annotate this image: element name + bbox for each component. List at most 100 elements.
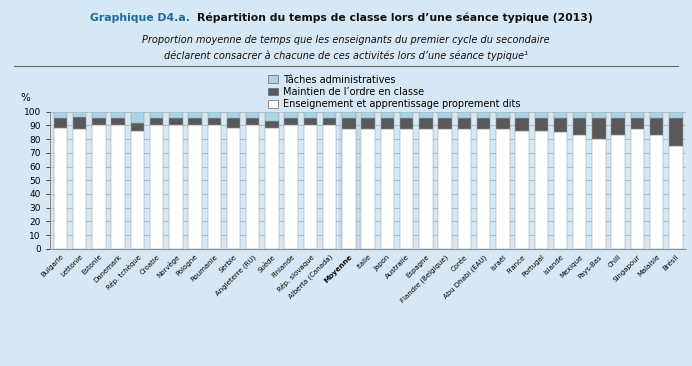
Text: Graphique D4.a.: Graphique D4.a.	[90, 13, 190, 23]
Bar	[534, 119, 548, 131]
Bar	[111, 112, 125, 119]
Bar	[169, 125, 183, 249]
Bar	[361, 130, 375, 249]
Bar	[650, 112, 664, 119]
Text: Répartition du temps de classe lors d’une séance typique (2013): Répartition du temps de classe lors d’un…	[197, 13, 593, 23]
Bar	[457, 119, 471, 130]
Bar	[573, 112, 586, 119]
Bar	[54, 119, 67, 128]
Bar	[650, 135, 664, 249]
Bar	[630, 130, 644, 249]
Bar	[131, 131, 144, 249]
Bar	[227, 112, 240, 119]
Bar	[284, 112, 298, 119]
Text: déclarent consacrer à chacune de ces activités lors d’une séance typique¹: déclarent consacrer à chacune de ces act…	[164, 51, 528, 61]
Bar	[150, 125, 163, 249]
Bar	[131, 112, 144, 123]
Bar	[573, 119, 586, 135]
Bar	[342, 119, 356, 130]
Bar	[592, 112, 606, 119]
Bar	[284, 125, 298, 249]
Bar	[457, 130, 471, 249]
Bar	[111, 119, 125, 125]
Bar	[554, 119, 567, 132]
Legend: Tâches administratives, Maintien de l’ordre en classe, Enseignement et apprentis: Tâches administratives, Maintien de l’or…	[266, 72, 522, 111]
Bar	[131, 123, 144, 131]
Bar	[650, 119, 664, 135]
Bar	[612, 119, 625, 135]
Bar	[400, 130, 413, 249]
Bar	[612, 112, 625, 119]
Bar	[419, 119, 432, 130]
Bar	[516, 112, 529, 119]
Bar	[73, 112, 86, 117]
Bar	[477, 130, 490, 249]
Bar	[516, 119, 529, 131]
Bar	[669, 146, 682, 249]
Bar	[342, 112, 356, 119]
Bar	[265, 128, 279, 249]
Bar	[304, 119, 317, 125]
Bar	[438, 119, 452, 130]
Bar	[208, 112, 221, 119]
Bar	[150, 112, 163, 119]
Bar	[169, 119, 183, 125]
Bar	[73, 130, 86, 249]
Text: Proportion moyenne de temps que les enseignants du premier cycle du secondaire: Proportion moyenne de temps que les ense…	[142, 35, 550, 45]
Bar	[323, 125, 336, 249]
Bar	[54, 112, 67, 119]
Bar	[630, 112, 644, 119]
Bar	[361, 112, 375, 119]
Bar	[169, 112, 183, 119]
Bar	[381, 119, 394, 130]
Bar	[323, 119, 336, 125]
Bar	[534, 112, 548, 119]
Bar	[265, 112, 279, 121]
Bar	[150, 119, 163, 125]
Bar	[339, 112, 358, 249]
Bar	[419, 130, 432, 249]
Bar	[592, 139, 606, 249]
Bar	[361, 119, 375, 130]
Bar	[227, 128, 240, 249]
Bar	[669, 112, 682, 119]
Bar	[534, 131, 548, 249]
Bar	[323, 112, 336, 119]
Bar	[246, 112, 260, 119]
Bar	[381, 112, 394, 119]
Bar	[265, 121, 279, 128]
Y-axis label: %: %	[21, 93, 30, 103]
Bar	[630, 119, 644, 130]
Bar	[612, 135, 625, 249]
Bar	[188, 119, 202, 125]
Bar	[246, 125, 260, 249]
Bar	[342, 130, 356, 249]
Bar	[496, 130, 509, 249]
Bar	[208, 125, 221, 249]
Bar	[592, 119, 606, 139]
Bar	[92, 125, 106, 249]
Bar	[246, 119, 260, 125]
Bar	[496, 119, 509, 130]
Bar	[381, 130, 394, 249]
Bar	[73, 117, 86, 130]
Bar	[419, 112, 432, 119]
Bar	[188, 112, 202, 119]
Bar	[400, 119, 413, 130]
Bar	[304, 112, 317, 119]
Bar	[573, 135, 586, 249]
Bar	[227, 119, 240, 128]
Bar	[477, 112, 490, 119]
Bar	[438, 112, 452, 119]
Bar	[554, 132, 567, 249]
Bar	[516, 131, 529, 249]
Bar	[304, 125, 317, 249]
Bar	[477, 119, 490, 130]
Bar	[188, 125, 202, 249]
Bar	[92, 112, 106, 119]
Bar	[669, 119, 682, 146]
Bar	[554, 112, 567, 119]
Bar	[438, 130, 452, 249]
Bar	[400, 112, 413, 119]
Bar	[284, 119, 298, 125]
